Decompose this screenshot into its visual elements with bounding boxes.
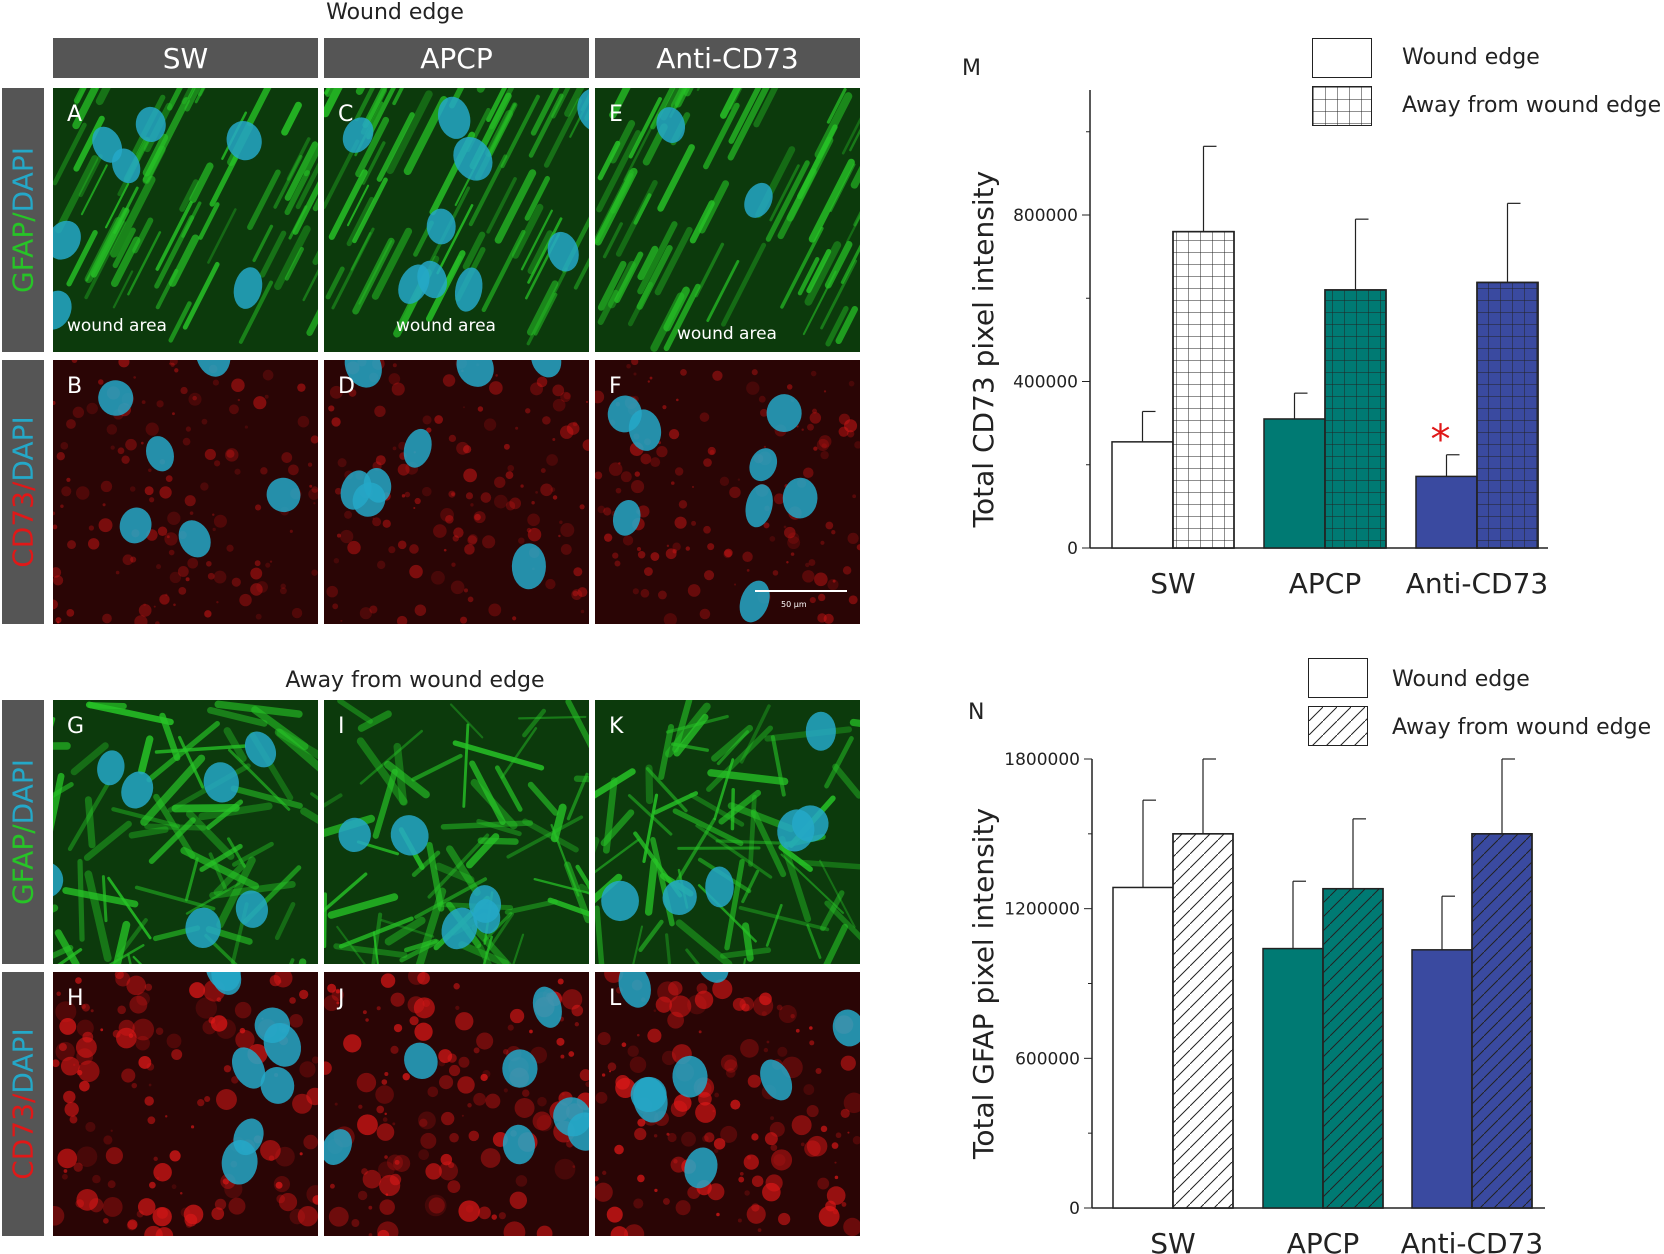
chart-n-letter: N: [968, 700, 985, 725]
micrograph-image: [53, 972, 318, 1236]
col-header-apcp: APCP: [324, 38, 589, 78]
y-axis-label: Total CD73 pixel intensity: [967, 171, 1000, 529]
panel-letter: I: [338, 714, 345, 739]
legend-m-wound-edge-swatch: [1312, 38, 1372, 78]
micrograph-image: [595, 360, 860, 624]
y-tick-label: 0: [1067, 539, 1078, 559]
panel-letter: J: [338, 986, 345, 1011]
bar: [1415, 475, 1478, 549]
micrograph-image: [595, 88, 860, 352]
col-header-anti-cd73: Anti-CD73: [595, 38, 860, 78]
micrograph-image: [53, 88, 318, 352]
row-label-top-cd73: CD73/DAPI: [2, 360, 44, 624]
x-category-label: Anti-CD73: [1406, 567, 1549, 600]
y-tick-label: 600000: [1015, 1049, 1080, 1069]
y-tick-label: 1800000: [1004, 750, 1080, 770]
bar: [1262, 947, 1324, 1209]
significance-asterisk: *: [1431, 417, 1451, 463]
legend-n-away-label: Away from wound edge: [1392, 715, 1652, 740]
top-section-title: Wound edge: [326, 0, 464, 25]
scale-bar-label: 50 μm: [781, 600, 807, 609]
micrograph-image: [324, 360, 589, 624]
micrograph-panel: D: [324, 360, 589, 624]
legend-m-away-label: Away from wound edge: [1402, 93, 1662, 118]
bar-pattern: [1476, 281, 1539, 549]
panel-letter: K: [609, 714, 624, 739]
bar-pattern: [1322, 887, 1384, 1209]
scale-bar: [755, 590, 847, 592]
micrograph-image: [595, 700, 860, 964]
row-label-bottom-gfap: GFAP/DAPI: [2, 700, 44, 964]
bar: [1411, 949, 1473, 1209]
col-header-sw: SW: [53, 38, 318, 78]
micrograph-panel: L: [595, 972, 860, 1236]
x-category-label: APCP: [1287, 1227, 1359, 1254]
wound-area-label: wound area: [396, 316, 496, 336]
micrograph-image: [324, 700, 589, 964]
panel-letter: E: [609, 102, 623, 127]
micrograph-panel: G: [53, 700, 318, 964]
micrograph-image: [324, 972, 589, 1236]
x-category-label: SW: [1150, 567, 1195, 600]
bottom-section-title: Away from wound edge: [285, 668, 545, 693]
y-tick-label: 800000: [1013, 206, 1078, 226]
micrograph-image: [595, 972, 860, 1236]
micrograph-image: [53, 360, 318, 624]
legend-m-away-swatch: [1312, 86, 1372, 126]
panel-letter: B: [67, 374, 83, 399]
x-category-label: SW: [1150, 1227, 1195, 1254]
wound-area-label: wound area: [677, 324, 777, 344]
micrograph-panel: B: [53, 360, 318, 624]
panel-letter: D: [338, 374, 355, 399]
y-axis-label: Total GFAP pixel intensity: [967, 808, 1000, 1160]
bar-pattern: [1471, 833, 1533, 1209]
legend-n-wound-edge-swatch: [1308, 658, 1368, 698]
bar-pattern: [1172, 833, 1234, 1209]
micrograph-panel: J: [324, 972, 589, 1236]
x-category-label: Anti-CD73: [1401, 1227, 1544, 1254]
row-label-bottom-cd73: CD73/DAPI: [2, 972, 44, 1236]
bar: [1112, 886, 1174, 1209]
y-tick-label: 400000: [1013, 373, 1078, 393]
legend-n-away-swatch: [1308, 706, 1368, 746]
y-tick-label: 1200000: [1004, 900, 1080, 920]
micrograph-panel: I: [324, 700, 589, 964]
bar: [1111, 441, 1174, 549]
chart-m-letter: M: [962, 56, 981, 81]
bar-pattern: [1172, 230, 1235, 549]
panel-letter: L: [609, 986, 622, 1011]
micrograph-image: [324, 88, 589, 352]
bar: [1263, 418, 1326, 549]
legend-m-wound-edge-label: Wound edge: [1402, 45, 1540, 70]
row-label-top-gfap: GFAP/DAPI: [2, 88, 44, 352]
panel-letter: C: [338, 102, 354, 127]
micrograph-panel: F 50 μm: [595, 360, 860, 624]
micrograph-panel: K: [595, 700, 860, 964]
panel-letter: F: [609, 374, 622, 399]
x-category-label: APCP: [1289, 567, 1361, 600]
micrograph-image: [53, 700, 318, 964]
wound-area-label: wound area: [67, 316, 167, 336]
micrograph-panel: H: [53, 972, 318, 1236]
legend-n-wound-edge-label: Wound edge: [1392, 667, 1530, 692]
panel-letter: A: [67, 102, 83, 127]
panel-letter: G: [67, 714, 85, 739]
panel-letter: H: [67, 986, 84, 1011]
y-tick-label: 0: [1069, 1199, 1080, 1219]
